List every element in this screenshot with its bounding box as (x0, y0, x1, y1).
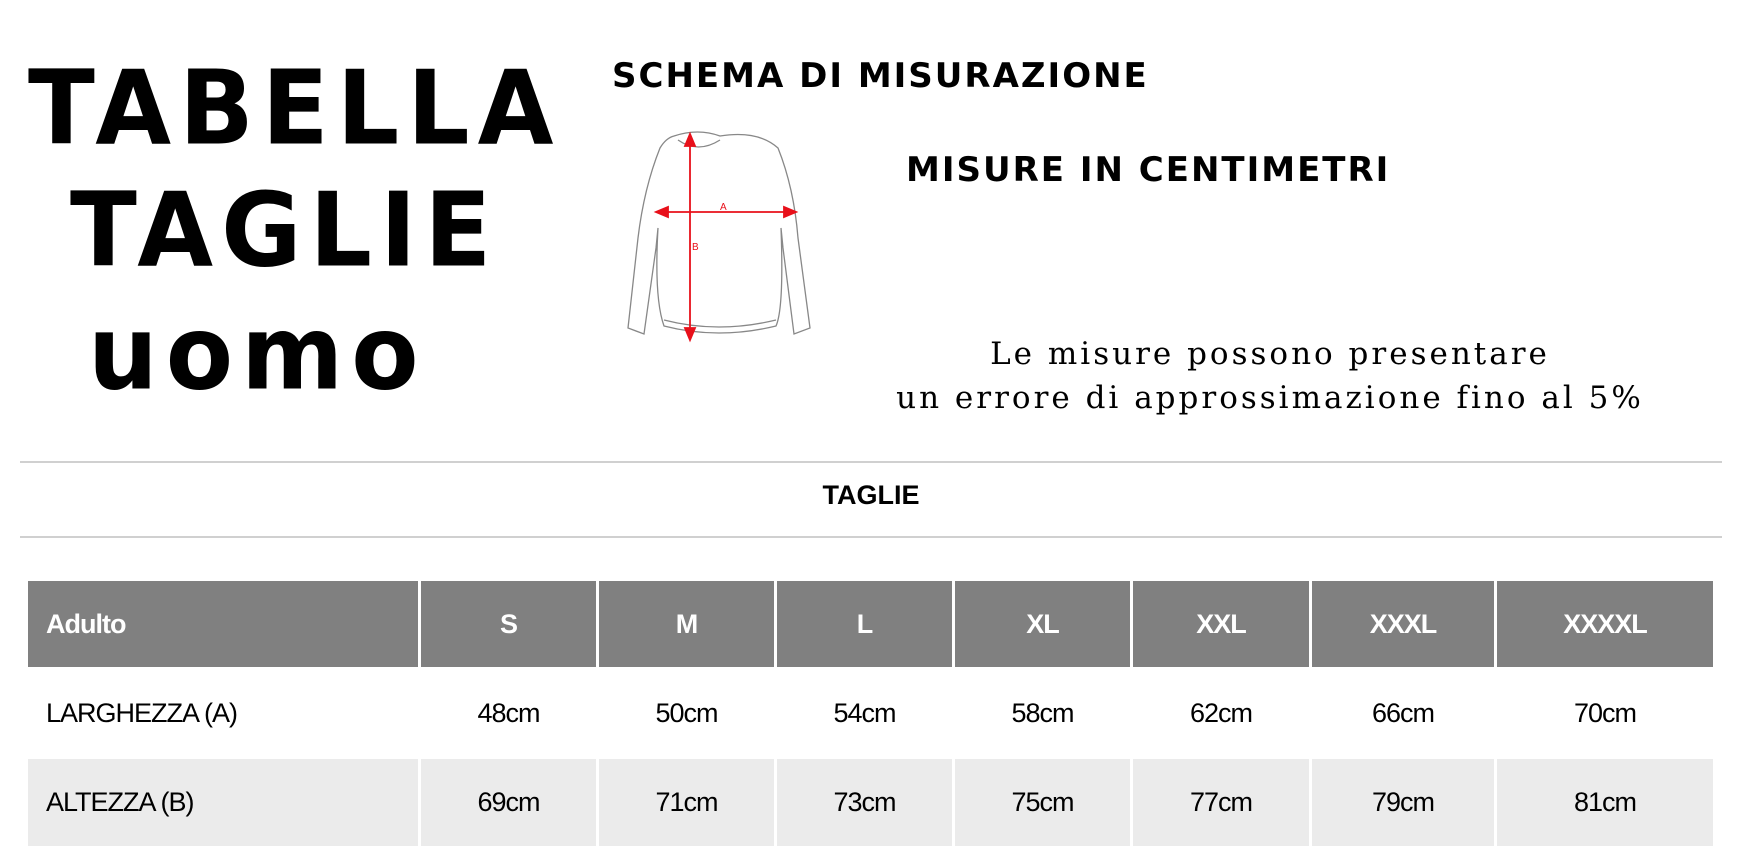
table-cell: 66cm (1312, 667, 1494, 759)
header-size: M (599, 581, 774, 667)
table-cell: 71cm (599, 759, 774, 846)
header-size: XL (955, 581, 1130, 667)
header-adulto: Adulto (28, 581, 418, 667)
table-cell: 75cm (955, 759, 1130, 846)
table-cell: 58cm (955, 667, 1130, 759)
table-cell: 77cm (1133, 759, 1309, 846)
table-cell: 50cm (599, 667, 774, 759)
header-size: S (421, 581, 596, 667)
header-size: XXXXL (1497, 581, 1713, 667)
title-line-3: uomo (88, 294, 427, 414)
title-line-1: Tabella (28, 49, 562, 169)
title-line-2: Taglie (70, 171, 500, 291)
header-size: XXL (1133, 581, 1309, 667)
scheme-title: Schema di misurazione (612, 56, 1149, 96)
label-a: A (720, 202, 727, 213)
table-cell: 54cm (777, 667, 952, 759)
size-table: Adulto S M L XL XXL XXXL XXXXL LARGHEZZA… (25, 581, 1716, 846)
units-title: misure in centimetri (906, 150, 1391, 190)
row-label: ALTEZZA (B) (28, 759, 418, 846)
table-row: LARGHEZZA (A) 48cm 50cm 54cm 58cm 62cm 6… (28, 667, 1713, 759)
table-cell: 62cm (1133, 667, 1309, 759)
table-cell: 70cm (1497, 667, 1713, 759)
section-title: TAGLIE (822, 480, 920, 510)
divider-top (20, 461, 1722, 463)
header-size: XXXL (1312, 581, 1494, 667)
label-b: B (692, 242, 699, 253)
table-row: ALTEZZA (B) 69cm 71cm 73cm 75cm 77cm 79c… (28, 759, 1713, 846)
table-header-row: Adulto S M L XL XXL XXXL XXXXL (28, 581, 1713, 667)
table-cell: 79cm (1312, 759, 1494, 846)
table-cell: 81cm (1497, 759, 1713, 846)
table-cell: 73cm (777, 759, 952, 846)
note-line-2: un errore di approssimazione fino al 5% (896, 380, 1644, 416)
table-cell: 69cm (421, 759, 596, 846)
note-line-1: Le misure possono presentare (990, 336, 1550, 372)
divider-bottom (20, 536, 1722, 538)
header-size: L (777, 581, 952, 667)
table-cell: 48cm (421, 667, 596, 759)
row-label: LARGHEZZA (A) (28, 667, 418, 759)
sweater-diagram: A B (627, 131, 811, 343)
